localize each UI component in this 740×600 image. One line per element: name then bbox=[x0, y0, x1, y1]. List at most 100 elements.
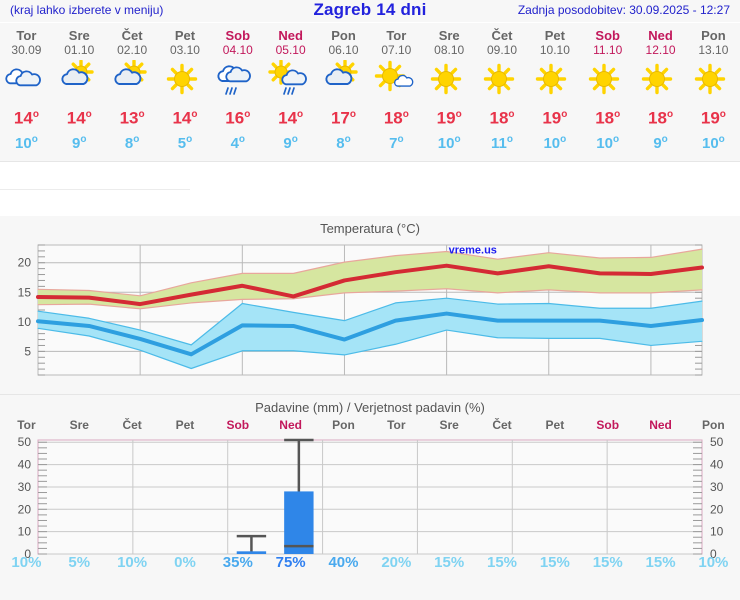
precipitation-day-label: Ned bbox=[279, 418, 302, 432]
svg-text:20: 20 bbox=[18, 502, 32, 516]
day-columns: Tor 30.09 14o 10o Sre 01.10 14o 9o Čet 02.10 13o 8o… bbox=[0, 23, 740, 154]
day-name: Tor bbox=[386, 28, 407, 43]
temp-max: 18o bbox=[595, 108, 621, 128]
temp-min: 5o bbox=[177, 133, 193, 152]
svg-text:40: 40 bbox=[710, 458, 724, 472]
temp-min: 9o bbox=[72, 133, 87, 152]
day-column[interactable]: Pet 10.10 19o 10o bbox=[528, 23, 581, 154]
precipitation-day-label: Pon bbox=[702, 418, 725, 432]
day-name: Sob bbox=[225, 28, 251, 43]
svg-text:vreme.us: vreme.us bbox=[449, 244, 497, 256]
precipitation-day-label: Pon bbox=[332, 418, 355, 432]
white-gap bbox=[0, 162, 740, 216]
temp-max: 14o bbox=[172, 108, 198, 128]
day-column[interactable]: Pon 06.10 17o 8o bbox=[317, 23, 370, 154]
day-name: Ned bbox=[278, 28, 303, 43]
precipitation-probability: 0% bbox=[174, 554, 196, 571]
precipitation-day-label: Sre bbox=[69, 418, 89, 432]
temp-min: 8o bbox=[336, 133, 351, 152]
gap-rule bbox=[0, 189, 190, 190]
day-date: 10.10 bbox=[539, 43, 570, 57]
precipitation-probability: 20% bbox=[381, 554, 412, 571]
cloud-rain-icon bbox=[211, 60, 264, 100]
temperature-plot: 5 10 15 20 vreme.us bbox=[0, 239, 740, 394]
temp-min: 9o bbox=[283, 133, 298, 152]
temperature-chart-title: Temperatura (°C) bbox=[320, 221, 420, 236]
precipitation-chart-title: Padavine (mm) / Verjetnost padavin (%) bbox=[255, 400, 485, 415]
svg-text:10: 10 bbox=[710, 525, 724, 539]
day-column[interactable]: Tor 30.09 14o 10o bbox=[0, 23, 53, 154]
day-name: Ned bbox=[648, 28, 673, 43]
temp-min: 4o bbox=[230, 133, 246, 152]
page-title: Zagreb 14 dni bbox=[313, 0, 427, 19]
temperature-chart: Temperatura (°C) 5 10 15 20 vreme.us bbox=[0, 216, 740, 394]
day-date: 05.10 bbox=[275, 43, 306, 57]
day-column[interactable]: Čet 02.10 13o 8o bbox=[106, 23, 159, 154]
day-column[interactable]: Ned 05.10 14o 9o bbox=[264, 23, 317, 154]
day-date: 11.10 bbox=[593, 43, 623, 57]
day-name: Sre bbox=[438, 28, 460, 43]
day-name: Tor bbox=[16, 28, 37, 43]
temp-max: 19o bbox=[700, 108, 726, 128]
svg-text:10: 10 bbox=[18, 315, 32, 329]
day-column[interactable]: Ned 12.10 18o 9o bbox=[634, 23, 687, 154]
svg-text:50: 50 bbox=[18, 435, 32, 449]
temp-max: 18o bbox=[489, 108, 515, 128]
sun-icon bbox=[476, 60, 529, 100]
day-name: Pon bbox=[701, 28, 726, 43]
sun-icon bbox=[159, 60, 212, 100]
precipitation-probability: 5% bbox=[68, 554, 91, 571]
temp-max: 14o bbox=[66, 108, 92, 128]
day-column[interactable]: Sob 04.10 16o 4o bbox=[211, 23, 264, 154]
day-date: 07.10 bbox=[381, 43, 412, 57]
day-column[interactable]: Sob 11.10 18o 10o bbox=[581, 23, 634, 154]
precipitation-probability: 15% bbox=[645, 554, 676, 571]
strip-divider bbox=[0, 161, 740, 162]
temp-min: 7o bbox=[389, 133, 404, 152]
precipitation-probability: 10% bbox=[117, 554, 148, 571]
temp-max: 18o bbox=[648, 108, 674, 128]
precipitation-day-label: Tor bbox=[387, 418, 406, 432]
precipitation-day-label: Tor bbox=[17, 418, 36, 432]
day-date: 08.10 bbox=[434, 43, 465, 57]
day-column[interactable]: Pon 13.10 19o 10o bbox=[687, 23, 740, 154]
precipitation-day-label: Pet bbox=[175, 418, 195, 432]
day-name: Čet bbox=[491, 28, 513, 43]
day-column[interactable]: Čet 09.10 18o 11o bbox=[476, 23, 529, 154]
day-column[interactable]: Pet 03.10 14o 5o bbox=[159, 23, 212, 154]
last-update-label: Zadnja posodobitev: 30.09.2025 - 12:27 bbox=[517, 3, 730, 17]
precipitation-probability: 15% bbox=[539, 554, 570, 571]
precipitation-probability: 15% bbox=[487, 554, 518, 571]
day-column[interactable]: Tor 07.10 18o 7o bbox=[370, 23, 423, 154]
temp-max: 19o bbox=[436, 108, 462, 128]
day-date: 09.10 bbox=[487, 43, 518, 57]
sun-cloud-rain-icon bbox=[264, 60, 317, 100]
chart-divider bbox=[0, 394, 740, 395]
day-date: 12.10 bbox=[645, 43, 676, 57]
precipitation-probability-row: 10% 5% 10% 0% 35% 75% 40% 20% 15% 15% 15% 15% 15% 10% bbox=[0, 554, 740, 571]
temp-max: 14o bbox=[13, 108, 39, 128]
temp-max: 18o bbox=[383, 108, 409, 128]
header-divider bbox=[0, 22, 740, 23]
precipitation-day-label: Sob bbox=[226, 418, 250, 432]
sun-icon bbox=[581, 60, 634, 100]
day-name: Pon bbox=[331, 28, 356, 43]
day-column[interactable]: Sre 08.10 19o 10o bbox=[423, 23, 476, 154]
precipitation-day-label: Čet bbox=[492, 418, 512, 432]
precipitation-day-label: Sre bbox=[439, 418, 459, 432]
temp-max: 17o bbox=[330, 108, 356, 128]
precipitation-probability: 15% bbox=[434, 554, 465, 571]
sun-icon bbox=[687, 60, 740, 100]
precipitation-probability: 40% bbox=[328, 554, 359, 571]
day-name: Pet bbox=[544, 28, 565, 43]
day-column[interactable]: Sre 01.10 14o 9o bbox=[53, 23, 106, 154]
svg-text:30: 30 bbox=[18, 480, 32, 494]
daily-forecast-strip: Tor 30.09 14o 10o Sre 01.10 14o 9o Čet 02.10 13o 8o… bbox=[0, 23, 740, 161]
precipitation-plot: 0 0 10 10 20 20 30 30 40 40 50 50 10% 5% 10% 0% 35% 75% 4… bbox=[0, 432, 740, 572]
svg-text:0: 0 bbox=[24, 547, 31, 561]
svg-text:20: 20 bbox=[18, 256, 32, 270]
svg-text:5: 5 bbox=[24, 344, 31, 358]
day-name: Pet bbox=[174, 28, 196, 43]
day-date: 01.10 bbox=[64, 43, 95, 57]
